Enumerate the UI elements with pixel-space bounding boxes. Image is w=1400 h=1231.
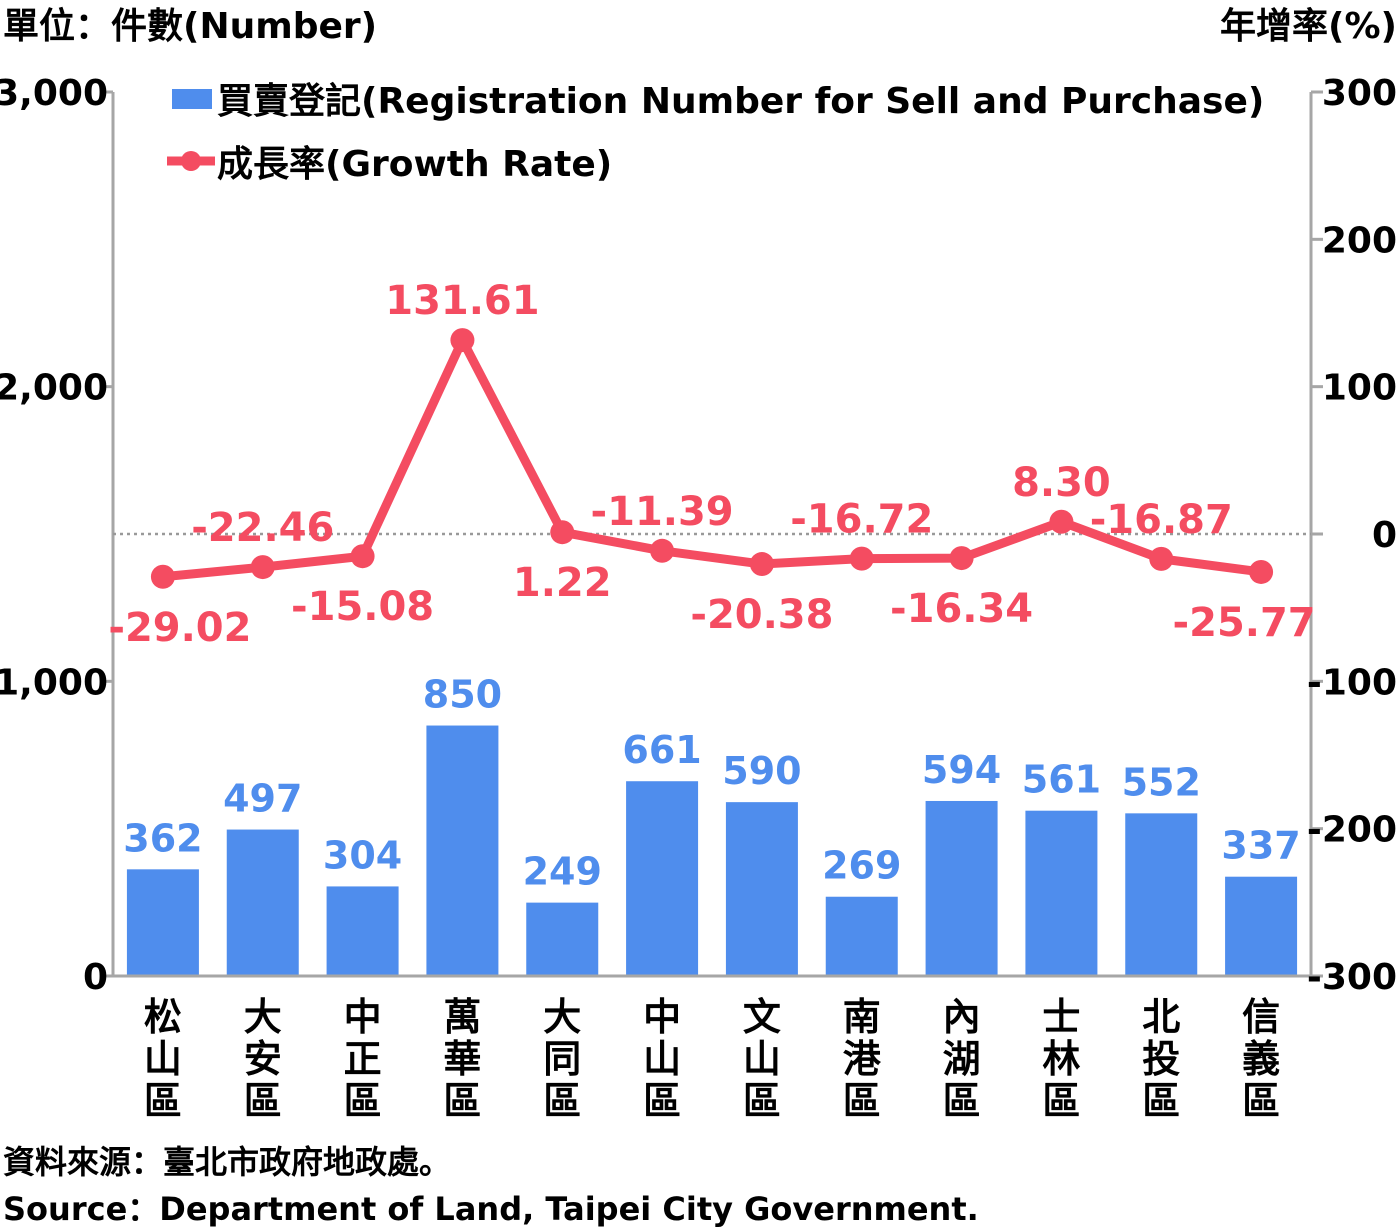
- growth-point: [250, 555, 275, 580]
- source-zh: 資料來源：臺北市政府地政處。: [3, 1143, 451, 1181]
- growth-value-label: 1.22: [513, 560, 612, 606]
- bar: [1125, 813, 1198, 976]
- growth-point: [650, 538, 675, 563]
- left-tick-label: 0: [83, 957, 108, 998]
- bar: [626, 781, 699, 976]
- legend-bar-label: 買賣登記(Registration Number for Sell and Pu…: [217, 81, 1264, 122]
- growth-line: [162, 335, 1262, 582]
- bar-value-label: 304: [323, 833, 402, 877]
- bar-value-label: 661: [622, 728, 701, 772]
- bar-value-label: 552: [1122, 760, 1201, 804]
- bar-value-label: 850: [423, 673, 502, 717]
- growth-value-label: -11.39: [591, 489, 734, 535]
- bar-value-label: 269: [822, 844, 901, 888]
- right-axis-title: 年增率(%): [1220, 6, 1397, 47]
- growth-point: [849, 546, 874, 571]
- bar-value-label: 362: [123, 816, 202, 860]
- growth-point: [550, 520, 575, 545]
- growth-value-label: -15.08: [291, 584, 434, 630]
- legend-line-label: 成長率(Growth Rate): [217, 144, 612, 185]
- bar: [825, 896, 898, 976]
- growth-value-label: -20.38: [690, 592, 833, 638]
- bar: [426, 725, 499, 976]
- growth-point: [450, 328, 475, 353]
- bar: [226, 829, 299, 976]
- bar-series: 362 497 304 850 249 661 590 269 594 561 552 337: [123, 673, 1301, 976]
- bar-value-label: 337: [1221, 824, 1300, 868]
- bar-value-label: 249: [523, 850, 602, 894]
- left-tick-label: 1,000: [0, 662, 108, 703]
- growth-point: [749, 552, 774, 577]
- growth-value-label: -22.46: [191, 505, 334, 551]
- growth-point: [1149, 546, 1174, 571]
- growth-line-series: -29.02 -22.46 -15.08 131.61 1.22 -11.39 -20.38…: [108, 278, 1315, 651]
- growth-value-label: 8.30: [1012, 460, 1111, 506]
- legend-line-marker: [181, 151, 201, 171]
- category-label: 內湖區: [943, 995, 981, 1123]
- bar: [126, 869, 199, 976]
- category-label: 大安區: [244, 995, 282, 1123]
- category-label: 中山區: [643, 995, 681, 1123]
- category-label: 南港區: [843, 995, 882, 1123]
- legend-bar-swatch: [172, 89, 212, 109]
- category-label: 士林區: [1042, 995, 1080, 1123]
- category-label: 文山區: [743, 995, 781, 1123]
- bar-value-label: 594: [922, 748, 1001, 792]
- growth-point: [1249, 559, 1274, 584]
- right-tick-label: 100: [1322, 368, 1397, 409]
- left-axis-ticks: 0 1,000 2,000 3,000: [0, 73, 108, 998]
- growth-point: [150, 564, 175, 589]
- category-label: 大同區: [543, 995, 581, 1123]
- right-axis-ticks: -300 -200 -100 0 100 200 300: [1307, 73, 1397, 998]
- right-tick-label: 300: [1322, 73, 1397, 114]
- bar: [526, 902, 599, 976]
- right-tick-label: -200: [1307, 810, 1397, 851]
- source-en: Source：Department of Land, Taipei City G…: [3, 1190, 979, 1228]
- category-label: 松山區: [144, 995, 182, 1123]
- category-labels: 松山區 大安區 中正區 萬華區 大同區 中山區 文山區 南港區 內湖區 士林區 北投區 信義區: [144, 995, 1280, 1123]
- growth-value-label: -29.02: [108, 605, 251, 651]
- category-label: 北投區: [1142, 995, 1180, 1123]
- growth-value-label: -16.87: [1090, 497, 1233, 543]
- growth-value-label: -16.72: [790, 497, 933, 543]
- category-label: 萬華區: [443, 995, 481, 1123]
- bar: [725, 802, 798, 976]
- legend: 買賣登記(Registration Number for Sell and Pu…: [167, 81, 1264, 185]
- category-label: 中正區: [344, 995, 382, 1123]
- category-label: 信義區: [1242, 995, 1280, 1123]
- bar-value-label: 590: [722, 749, 801, 793]
- right-tick-label: 200: [1322, 220, 1397, 261]
- growth-value-label: -25.77: [1173, 600, 1316, 646]
- growth-value-label: 131.61: [385, 278, 539, 324]
- bar-value-label: 561: [1022, 758, 1101, 802]
- growth-point: [949, 546, 974, 571]
- bar: [326, 886, 399, 976]
- right-tick-label: 0: [1372, 515, 1397, 556]
- left-tick-label: 3,000: [0, 73, 108, 114]
- left-axis-title: 單位：件數(Number): [3, 6, 377, 47]
- growth-point: [1049, 509, 1074, 534]
- right-tick-label: -300: [1307, 957, 1397, 998]
- bar: [925, 800, 998, 976]
- bar: [1225, 876, 1298, 976]
- bar-value-label: 497: [223, 777, 302, 821]
- bar: [1025, 810, 1098, 976]
- growth-point: [350, 544, 375, 569]
- left-tick-label: 2,000: [0, 368, 108, 409]
- right-tick-label: -100: [1307, 662, 1397, 703]
- growth-value-label: -16.34: [890, 586, 1033, 632]
